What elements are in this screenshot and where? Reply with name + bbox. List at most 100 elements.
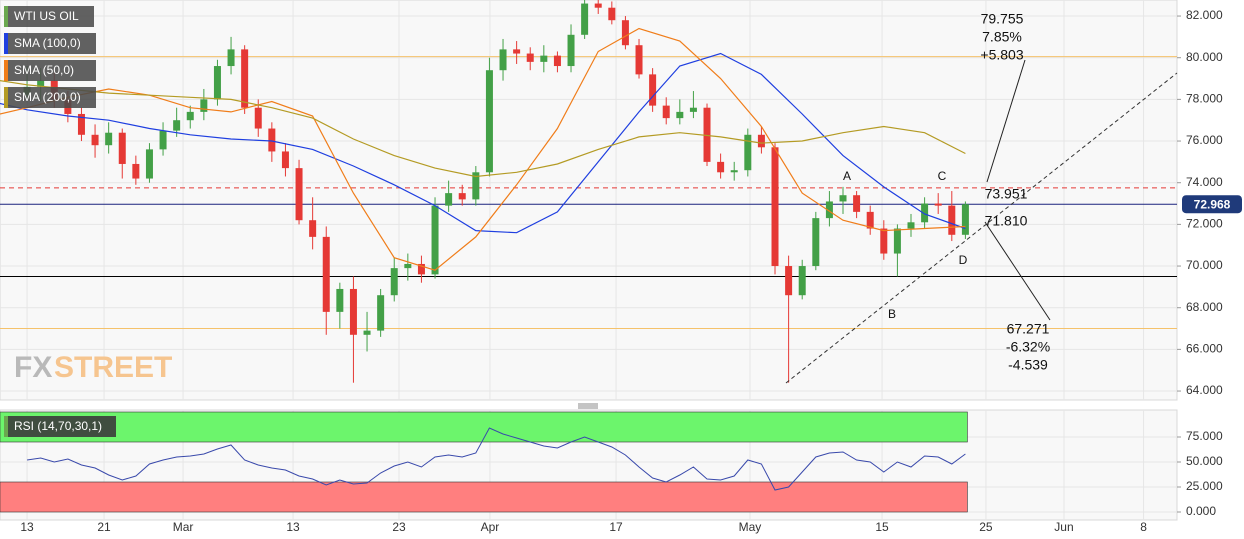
y-tick-label: 72.000 xyxy=(1186,217,1223,231)
candle-body xyxy=(445,193,453,206)
y-tick-label: 68.000 xyxy=(1186,300,1223,314)
candle-body xyxy=(173,120,181,131)
candle-body xyxy=(649,74,657,106)
candles xyxy=(23,0,969,383)
legend-label: SMA (50,0) xyxy=(14,63,74,77)
candle-body xyxy=(567,34,575,67)
candle-body xyxy=(322,236,330,312)
candle-body xyxy=(744,134,752,171)
annotation: C xyxy=(938,169,947,183)
legend-label: SMA (200,0) xyxy=(14,90,81,104)
candle-body xyxy=(213,66,221,100)
y-tick-label: 76.000 xyxy=(1186,133,1223,147)
candle-body xyxy=(268,128,276,152)
x-tick-label: 15 xyxy=(875,520,889,534)
candle-body xyxy=(717,161,725,173)
y-tick-label: 78.000 xyxy=(1186,92,1223,106)
candle-body xyxy=(309,220,317,237)
candle-body xyxy=(893,228,901,254)
candle-body xyxy=(159,130,167,150)
candle-body xyxy=(703,107,711,162)
candle-body xyxy=(336,288,344,312)
candle-body xyxy=(921,203,929,223)
candle-body xyxy=(730,170,738,173)
candle-body xyxy=(417,263,425,275)
candle-body xyxy=(200,99,208,112)
candle-body xyxy=(757,134,765,148)
y-tick-label: 0.000 xyxy=(1186,504,1216,518)
y-tick-label: 82.000 xyxy=(1186,8,1223,22)
x-tick-label: May xyxy=(739,520,762,534)
candle-body xyxy=(145,149,153,179)
candle-body xyxy=(907,222,915,229)
levels xyxy=(0,56,1177,330)
y-tick-label: 80.000 xyxy=(1186,50,1223,64)
candle-body xyxy=(961,204,969,235)
candle-body xyxy=(825,201,833,219)
legend-label: SMA (100,0) xyxy=(14,36,81,50)
candle-body xyxy=(785,266,793,296)
candle-body xyxy=(132,163,140,179)
annotation: 67.271 xyxy=(1007,321,1050,337)
candle-body xyxy=(37,80,45,87)
candle-body xyxy=(254,107,262,129)
candle-body xyxy=(186,111,194,121)
x-tick-label: 13 xyxy=(286,520,300,534)
y-tick-label: 75.000 xyxy=(1186,429,1223,443)
annotation: +5.803 xyxy=(980,47,1023,63)
x-tick-label: 8 xyxy=(1140,520,1147,534)
annotation: A xyxy=(843,169,851,183)
candle-body xyxy=(662,105,670,119)
candle-body xyxy=(105,132,113,146)
candle-body xyxy=(404,263,412,269)
candle-body xyxy=(771,147,779,267)
candle-body xyxy=(295,168,303,221)
x-tick-label: 17 xyxy=(609,520,623,534)
x-tick-label: 13 xyxy=(20,520,34,534)
candle-body xyxy=(458,193,466,200)
annotation: -4.539 xyxy=(1008,357,1048,373)
candle-body xyxy=(77,113,85,135)
candle-body xyxy=(866,211,874,229)
candle-body xyxy=(853,195,861,212)
candle-body xyxy=(948,205,956,235)
annotations: 79.755 7.85% +5.803 73.951 71.810 67.271 -6.32… xyxy=(843,11,1050,373)
candle-body xyxy=(635,45,643,75)
candle-body xyxy=(526,53,534,62)
candle-body xyxy=(798,266,806,296)
splitter[interactable] xyxy=(578,403,598,409)
candle-body xyxy=(880,228,888,254)
candle-body xyxy=(118,132,126,164)
annotation: D xyxy=(959,253,968,267)
candle-body xyxy=(472,172,480,200)
last-price-label: 72.968 xyxy=(1194,197,1231,211)
annotation: B xyxy=(888,307,896,321)
candle-body xyxy=(689,107,697,112)
legend-box xyxy=(4,6,94,27)
y-tick-label: 50.000 xyxy=(1186,454,1223,468)
candle-body xyxy=(594,3,602,8)
candle-body xyxy=(513,49,521,54)
y-tick-label: 64.000 xyxy=(1186,383,1223,397)
annotation: -6.32% xyxy=(1006,339,1050,355)
candle-body xyxy=(485,70,493,173)
legend-swatch xyxy=(4,60,8,81)
candle-body xyxy=(281,151,289,169)
candle-body xyxy=(676,111,684,119)
candle-body xyxy=(91,134,99,146)
rsi-band xyxy=(0,481,968,513)
rsi-line xyxy=(27,427,966,491)
candle-body xyxy=(499,49,507,71)
watermark: FX STREET xyxy=(14,351,172,384)
legend-swatch xyxy=(4,87,8,108)
last-price-tag xyxy=(1182,195,1242,214)
candle-body xyxy=(581,3,589,35)
x-tick-label: 25 xyxy=(979,520,993,534)
watermark-fx: FX xyxy=(14,351,52,384)
legend-box xyxy=(4,33,96,54)
main-panel xyxy=(0,0,1178,401)
watermark-street: STREET xyxy=(54,351,172,384)
candle-body xyxy=(431,205,439,275)
